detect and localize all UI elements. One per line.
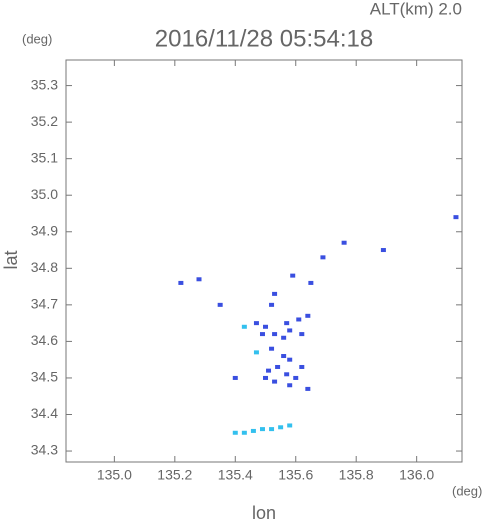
echo-point: [296, 317, 302, 322]
echo-point: [241, 430, 247, 435]
echo-point: [278, 425, 284, 430]
echo-point: [263, 375, 269, 380]
chart-title: 2016/11/28 05:54:18: [155, 25, 373, 52]
echo-point: [232, 430, 238, 435]
echo-point: [453, 215, 459, 220]
echo-point: [196, 277, 202, 282]
echo-point: [299, 364, 305, 369]
echo-point: [320, 255, 326, 260]
x-tick-label: 136.0: [399, 467, 434, 483]
chart-subtitle: ALT(km) 2.0: [370, 0, 462, 18]
y-tick-label: 34.8: [31, 259, 58, 275]
plot-frame: [65, 59, 463, 463]
echo-point: [272, 379, 278, 384]
echo-point: [217, 302, 223, 307]
x-tick-label: 135.4: [218, 467, 253, 483]
echo-point: [284, 372, 290, 377]
echo-point: [281, 354, 287, 359]
echo-point: [269, 346, 275, 351]
y-tick-label: 35.2: [31, 113, 58, 129]
x-tick-label: 135.8: [339, 467, 374, 483]
y-tick-label: 35.3: [31, 76, 58, 92]
y-tick-label: 34.7: [31, 296, 58, 312]
echo-point: [272, 291, 278, 296]
echo-point: [287, 328, 293, 333]
echo-point: [281, 335, 287, 340]
echo-point: [241, 324, 247, 329]
y-tick-label: 34.5: [31, 369, 58, 385]
echo-point: [284, 321, 290, 326]
echo-point: [341, 240, 347, 245]
y-tick-label: 35.1: [31, 149, 58, 165]
y-tick-label: 34.4: [31, 405, 58, 421]
echo-point: [250, 428, 256, 433]
y-tick-label: 34.3: [31, 442, 58, 458]
echo-point: [299, 332, 305, 337]
y-axis-label: lat: [1, 250, 21, 269]
echo-point: [259, 332, 265, 337]
echo-point: [308, 280, 314, 285]
x-axis-label: lon: [252, 503, 276, 521]
y-tick-label: 35.0: [31, 186, 58, 202]
echo-point: [287, 423, 293, 428]
x-tick-label: 135.6: [278, 467, 313, 483]
y-tick-label: 34.9: [31, 222, 58, 238]
echo-point: [253, 321, 259, 326]
echo-point: [232, 375, 238, 380]
y-tick-label: 34.6: [31, 332, 58, 348]
echo-point: [275, 364, 281, 369]
echo-point: [305, 313, 311, 318]
echo-point: [293, 375, 299, 380]
echo-point: [259, 427, 265, 432]
echo-point: [253, 350, 259, 355]
echo-point: [266, 368, 272, 373]
echo-point: [178, 280, 184, 285]
x-tick-label: 135.2: [157, 467, 192, 483]
echo-point: [287, 383, 293, 388]
echo-point: [380, 248, 386, 253]
echo-point: [287, 357, 293, 362]
x-tick-label: 135.0: [97, 467, 132, 483]
echo-point: [263, 324, 269, 329]
echo-point: [272, 332, 278, 337]
echo-point: [269, 302, 275, 307]
x-unit: (deg): [452, 483, 482, 498]
echo-point: [305, 386, 311, 391]
y-unit: (deg): [22, 31, 52, 46]
echo-point: [269, 427, 275, 432]
echo-point: [290, 273, 296, 278]
